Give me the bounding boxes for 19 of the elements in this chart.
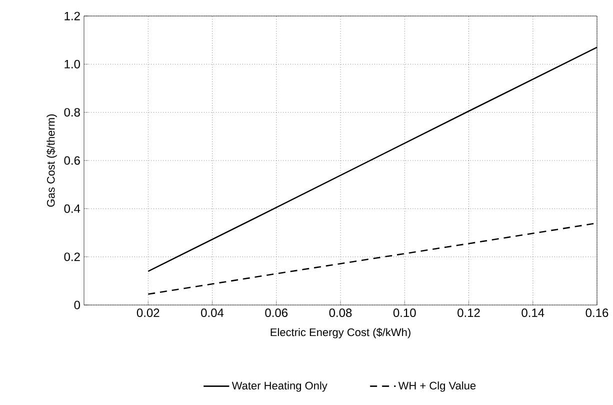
- legend-label: WH + Clg Value: [398, 381, 476, 392]
- x-axis-title: Electric Energy Cost ($/kWh): [270, 328, 410, 338]
- y-tick-label: 0.8: [64, 108, 80, 117]
- x-tick-label: 0.06: [265, 308, 288, 318]
- x-tick-label: 0.04: [201, 308, 224, 318]
- x-tick-label: 0.14: [522, 308, 544, 318]
- y-tick-label: 0.2: [64, 252, 80, 262]
- y-tick-label: 0.4: [64, 204, 80, 213]
- y-tick-label: 0: [74, 300, 80, 310]
- y-tick-label: 1.0: [64, 60, 80, 68]
- x-tick-label: 0.10: [393, 308, 416, 318]
- x-tick-label: 0.02: [136, 308, 160, 318]
- y-tick-label: 0.6: [64, 156, 80, 165]
- x-tick-label: 0.12: [458, 308, 480, 318]
- legend-label: Water Heating Only: [232, 381, 328, 392]
- x-tick-label: 0.08: [329, 308, 352, 318]
- x-tick-label: 0.16: [586, 308, 608, 318]
- y-tick-label: 1.2: [64, 12, 80, 20]
- y-axis-title: Gas Cost ($/therm): [46, 114, 57, 207]
